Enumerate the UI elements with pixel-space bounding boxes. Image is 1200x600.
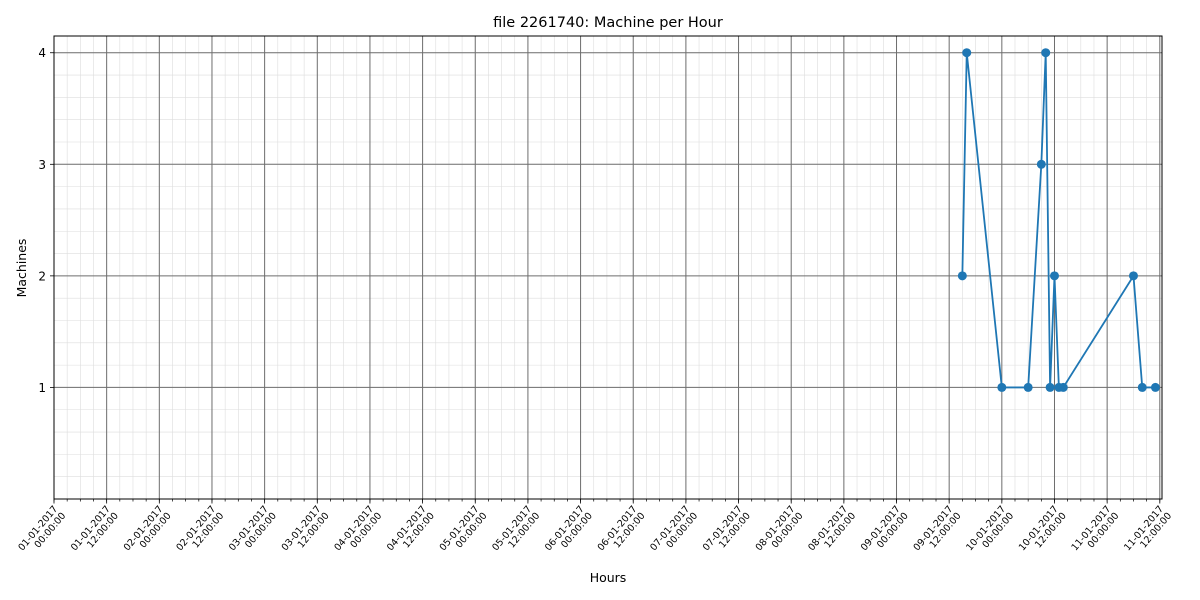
x-tick-label: 06-01-201712:00:00 <box>596 504 648 560</box>
y-tick-label: 3 <box>38 158 46 172</box>
y-tick-label: 2 <box>38 269 46 283</box>
x-axis-label: Hours <box>590 570 627 585</box>
x-tick-label: 05-01-201700:00:00 <box>438 504 490 560</box>
major-grid <box>53 36 1162 499</box>
y-tick-label: 4 <box>38 46 46 60</box>
plot-frame <box>53 35 1163 500</box>
data-point <box>957 271 967 281</box>
x-tick-label: 01-01-201700:00:00 <box>16 504 68 560</box>
data-point <box>1058 382 1068 392</box>
y-axis-label: Machines <box>14 239 29 298</box>
x-tick-label: 03-01-201700:00:00 <box>227 504 279 560</box>
y-tick-label: 1 <box>38 381 46 395</box>
x-tick-label: 06-01-201700:00:00 <box>543 504 595 560</box>
data-point <box>962 48 972 58</box>
x-tick-label: 11-01-201700:00:00 <box>1070 504 1122 560</box>
data-point <box>1036 159 1046 169</box>
x-tick-label: 04-01-201712:00:00 <box>385 504 437 560</box>
x-tick-label: 01-01-201712:00:00 <box>69 504 121 560</box>
data-point <box>1150 382 1160 392</box>
x-tick-label: 07-01-201712:00:00 <box>701 504 753 560</box>
x-tick-label: 10-01-201700:00:00 <box>964 504 1016 560</box>
x-tick-label: 02-01-201712:00:00 <box>174 504 226 560</box>
x-tick-label: 11-01-201712:00:00 <box>1122 504 1174 560</box>
x-tick-label: 04-01-201700:00:00 <box>332 504 384 560</box>
x-tick-label: 08-01-201700:00:00 <box>754 504 806 560</box>
series-layer <box>957 48 1160 392</box>
chart-title: file 2261740: Machine per Hour <box>493 15 723 31</box>
minor-grid <box>53 36 1162 499</box>
data-point <box>1049 271 1059 281</box>
x-tick-label: 08-01-201712:00:00 <box>806 504 858 560</box>
x-tick-label: 03-01-201712:00:00 <box>280 504 332 560</box>
y-axis: 1 2 3 4 <box>38 46 54 395</box>
data-point <box>997 382 1007 392</box>
x-tick-label: 02-01-201700:00:00 <box>122 504 174 560</box>
x-tick-label: 09-01-201700:00:00 <box>859 504 911 560</box>
data-point <box>1045 382 1055 392</box>
data-point <box>1137 382 1147 392</box>
data-point <box>1041 48 1051 58</box>
data-point <box>1128 271 1138 281</box>
data-point <box>1023 382 1033 392</box>
x-tick-label: 05-01-201712:00:00 <box>490 504 542 560</box>
series-line <box>961 51 1156 389</box>
x-tick-label: 09-01-201712:00:00 <box>912 504 964 560</box>
x-axis: 01-01-201700:00:00 01-01-201712:00:00 02-0… <box>16 499 1174 560</box>
x-tick-label: 10-01-201712:00:00 <box>1017 504 1069 560</box>
x-tick-label: 07-01-201700:00:00 <box>648 504 700 560</box>
